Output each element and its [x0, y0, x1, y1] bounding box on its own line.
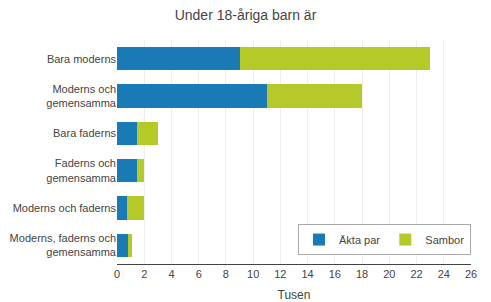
svg-text:2: 2 [141, 268, 147, 280]
svg-text:14: 14 [301, 268, 313, 280]
svg-text:12: 12 [274, 268, 286, 280]
svg-text:Sambor: Sambor [425, 234, 464, 246]
svg-text:Bara moderns: Bara moderns [47, 53, 117, 65]
svg-text:4: 4 [168, 268, 174, 280]
svg-text:18: 18 [356, 268, 368, 280]
svg-text:0: 0 [114, 268, 120, 280]
svg-text:10: 10 [247, 268, 259, 280]
svg-text:Moderns, faderns ochgemensamma: Moderns, faderns ochgemensamma [10, 232, 117, 258]
svg-text:Faderns ochgemensamma: Faderns ochgemensamma [46, 157, 117, 183]
svg-text:16: 16 [329, 268, 341, 280]
svg-text:Äkta par: Äkta par [339, 234, 380, 246]
svg-text:Tusen: Tusen [278, 288, 311, 302]
svg-text:Bara faderns: Bara faderns [53, 127, 116, 139]
svg-text:8: 8 [223, 268, 229, 280]
svg-text:20: 20 [383, 268, 395, 280]
svg-text:Under 18-åriga barn är: Under 18-åriga barn är [175, 7, 317, 23]
svg-text:22: 22 [410, 268, 422, 280]
svg-text:6: 6 [196, 268, 202, 280]
svg-text:Moderns och faderns: Moderns och faderns [13, 202, 117, 214]
svg-text:24: 24 [438, 268, 450, 280]
svg-text:26: 26 [465, 268, 477, 280]
svg-text:Moderns ochgemensamma: Moderns ochgemensamma [46, 83, 117, 109]
